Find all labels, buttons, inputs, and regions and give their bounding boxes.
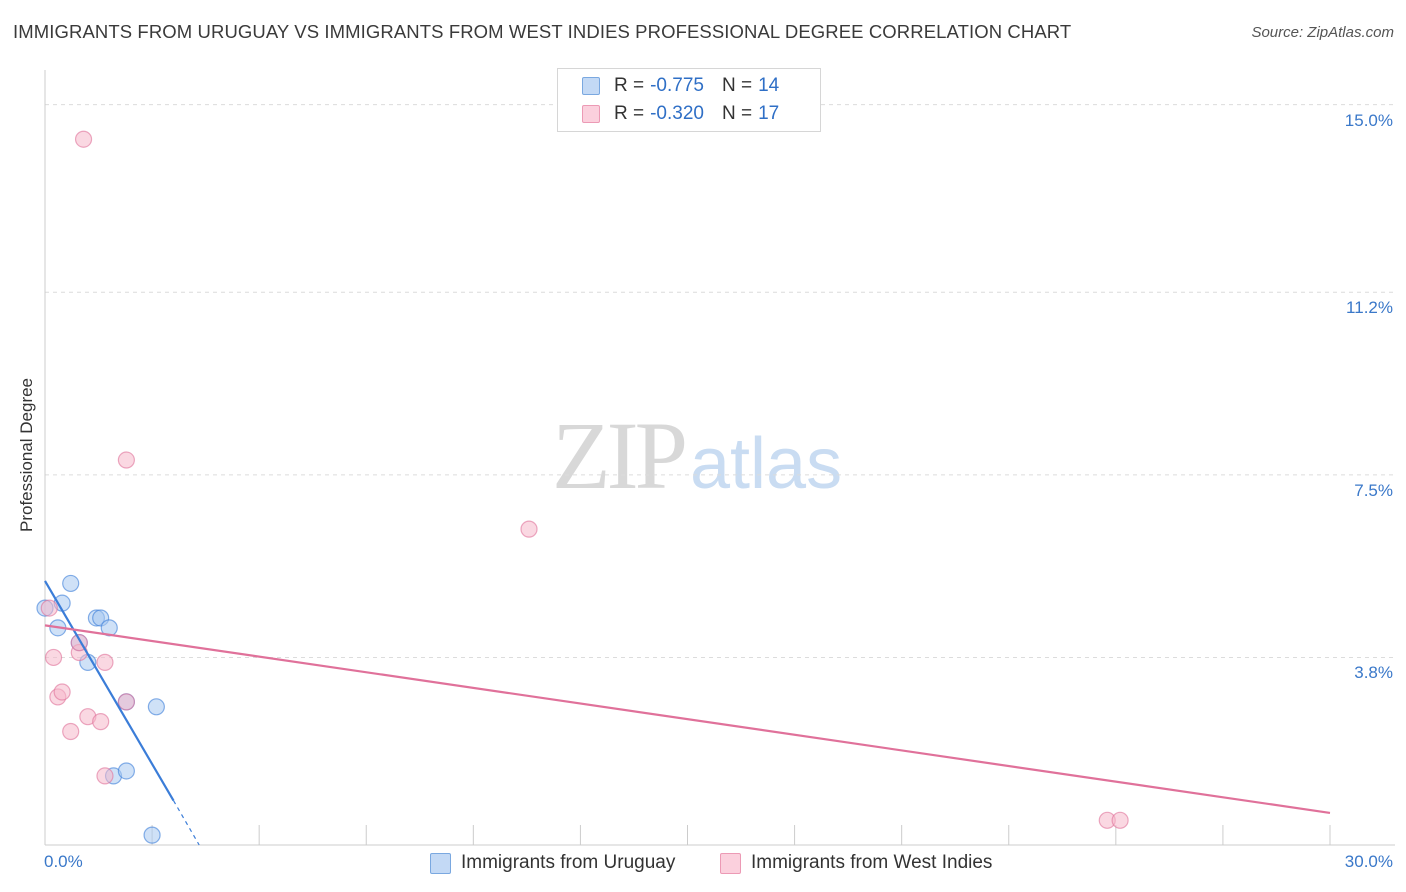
point-west-indies <box>53 683 71 701</box>
source-label: Source: ZipAtlas.com <box>1251 24 1394 41</box>
point-west-indies <box>117 693 135 711</box>
legend-r-value: -0.775 <box>650 75 704 96</box>
legend-n-value: 14 <box>758 75 780 96</box>
legend-r-label: R = <box>614 103 645 124</box>
point-west-indies <box>92 713 110 731</box>
watermark: ZIPatlas <box>552 400 842 511</box>
legend-row-uruguay: R = -0.775 N = 14 <box>582 74 779 98</box>
point-uruguay <box>62 574 80 593</box>
point-west-indies <box>44 648 63 667</box>
legend-swatch-west-indies <box>582 105 600 123</box>
point-uruguay <box>147 698 165 716</box>
point-uruguay <box>117 762 135 780</box>
correlation-legend: R = -0.775 N = 14 R = -0.320 N = 17 <box>557 68 821 132</box>
y-tick-label: 11.2% <box>1346 298 1393 318</box>
trendline-west-indies <box>44 624 1331 815</box>
point-west-indies <box>520 520 538 538</box>
x-tick-label: 0.0% <box>44 852 83 871</box>
legend-r-value: -0.320 <box>650 103 704 124</box>
legend-swatch-uruguay <box>582 77 600 95</box>
point-west-indies <box>74 130 93 148</box>
y-tick-label: 7.5% <box>1354 480 1393 500</box>
watermark-atlas: atlas <box>690 424 843 504</box>
trendline-uruguay-extension <box>172 800 200 846</box>
point-west-indies <box>1111 811 1129 829</box>
bottom-legend-uruguay: Immigrants from Uruguay <box>430 852 675 874</box>
legend-n-label: N = <box>721 75 753 96</box>
bottom-legend-west-indies: Immigrants from West Indies <box>720 852 992 874</box>
legend-n-value: 17 <box>758 103 780 124</box>
trendline-uruguay <box>44 580 175 802</box>
point-uruguay <box>143 826 161 844</box>
bottom-legend-label-west-indies: Immigrants from West Indies <box>751 852 993 873</box>
bottom-legend-swatch-uruguay <box>430 852 451 874</box>
watermark-zip: ZIP <box>552 402 688 509</box>
chart-title: IMMIGRANTS FROM URUGUAY VS IMMIGRANTS FR… <box>13 21 1072 42</box>
legend-n-label: N = <box>721 103 753 124</box>
point-west-indies <box>96 767 114 785</box>
legend-r-label: R = <box>614 75 645 96</box>
point-west-indies <box>40 599 58 617</box>
point-west-indies <box>96 653 114 671</box>
bottom-legend-label-uruguay: Immigrants from Uruguay <box>461 852 676 873</box>
y-tick-label: 3.8% <box>1354 663 1393 683</box>
point-west-indies <box>117 451 135 469</box>
x-tick-label: 30.0% <box>1344 852 1393 871</box>
bottom-legend-swatch-west-indies <box>720 852 741 874</box>
y-axis-title: Professional Degree <box>17 377 36 533</box>
y-tick-label: 15.0% <box>1344 110 1393 130</box>
legend-row-west-indies: R = -0.320 N = 17 <box>582 102 779 126</box>
point-west-indies <box>62 722 80 741</box>
